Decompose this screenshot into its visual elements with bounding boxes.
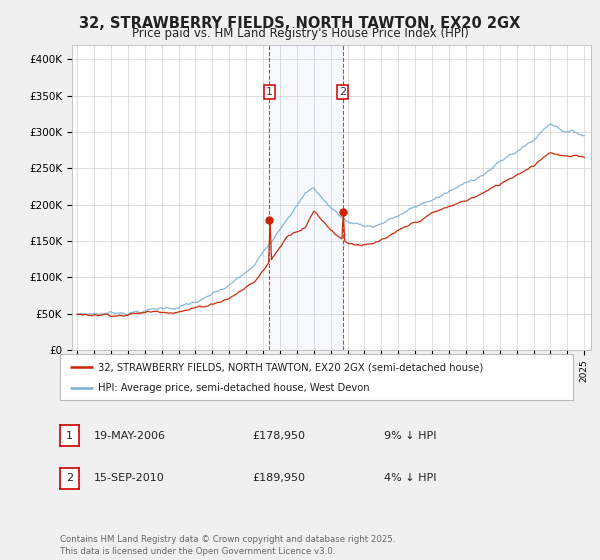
Text: 2: 2 <box>66 473 73 483</box>
Bar <box>269 45 343 350</box>
Text: 32, STRAWBERRY FIELDS, NORTH TAWTON, EX20 2GX: 32, STRAWBERRY FIELDS, NORTH TAWTON, EX2… <box>79 16 521 31</box>
Text: 2: 2 <box>339 87 346 97</box>
Text: Contains HM Land Registry data © Crown copyright and database right 2025.
This d: Contains HM Land Registry data © Crown c… <box>60 535 395 556</box>
Text: 19-MAY-2006: 19-MAY-2006 <box>94 431 166 441</box>
Text: £189,950: £189,950 <box>252 473 305 483</box>
Text: 9% ↓ HPI: 9% ↓ HPI <box>384 431 437 441</box>
Text: 1: 1 <box>266 87 273 97</box>
Text: HPI: Average price, semi-detached house, West Devon: HPI: Average price, semi-detached house,… <box>98 384 370 394</box>
Text: Price paid vs. HM Land Registry's House Price Index (HPI): Price paid vs. HM Land Registry's House … <box>131 27 469 40</box>
Text: £178,950: £178,950 <box>252 431 305 441</box>
Text: 15-SEP-2010: 15-SEP-2010 <box>94 473 165 483</box>
Text: 4% ↓ HPI: 4% ↓ HPI <box>384 473 437 483</box>
Text: 1: 1 <box>66 431 73 441</box>
Text: 32, STRAWBERRY FIELDS, NORTH TAWTON, EX20 2GX (semi-detached house): 32, STRAWBERRY FIELDS, NORTH TAWTON, EX2… <box>98 362 484 372</box>
